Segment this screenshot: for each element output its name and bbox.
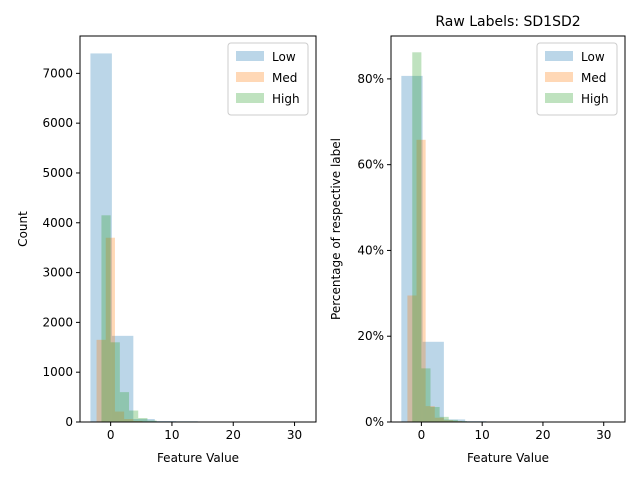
left-x-axis-label: Feature Value (157, 451, 239, 465)
right-y-tick-label: 60% (357, 158, 384, 172)
right-legend-swatch-high (545, 93, 573, 103)
right-x-tick-label: 0 (418, 428, 426, 442)
left-legend-swatch-med (236, 72, 264, 82)
left-legend-label-high: High (272, 92, 300, 106)
left-y-tick-label: 6000 (42, 116, 73, 130)
right-x-tick-label: 20 (535, 428, 550, 442)
left-legend-label-low: Low (272, 50, 296, 64)
right-legend-swatch-low (545, 51, 573, 61)
left-y-tick-label: 7000 (42, 66, 73, 80)
left-legend-label-med: Med (272, 71, 297, 85)
right-legend-label-low: Low (581, 50, 605, 64)
left-legend-swatch-high (236, 93, 264, 103)
left-legend: Low Med High (228, 43, 308, 115)
left-x-tick-label: 10 (164, 428, 179, 442)
right-y-tick-label: 40% (357, 243, 384, 257)
right-x-tick-label: 10 (475, 428, 490, 442)
right-legend-label-med: Med (581, 71, 606, 85)
right-bar-high-3 (440, 417, 449, 422)
right-y-tick-label: 0% (365, 415, 384, 429)
left-x-tick-label: 30 (287, 428, 302, 442)
left-y-tick-label: 2000 (42, 315, 73, 329)
left-y-tick-label: 5000 (42, 166, 73, 180)
right-x-axis-label: Feature Value (467, 451, 549, 465)
left-bar-high-4 (138, 418, 147, 422)
left-bar-high-3 (129, 411, 138, 422)
right-y-tick-label: 80% (357, 72, 384, 86)
right-bar-high-2 (431, 407, 440, 422)
left-bar-high-1 (111, 342, 120, 422)
left-x-tick-label: 0 (107, 428, 115, 442)
left-x-tick-label: 20 (226, 428, 241, 442)
right-x-tick-label: 30 (596, 428, 611, 442)
right-y-tick-label: 20% (357, 329, 384, 343)
right-bar-high-0 (412, 52, 421, 422)
left-y-tick-label: 1000 (42, 365, 73, 379)
right-bar-high-1 (421, 368, 430, 422)
right-legend-swatch-med (545, 72, 573, 82)
left-legend-swatch-low (236, 51, 264, 61)
left-bar-high-0 (101, 215, 110, 422)
left-y-tick-label: 3000 (42, 266, 73, 280)
right-legend: Low Med High (537, 43, 617, 115)
right-legend-label-high: High (581, 92, 609, 106)
right-title: Raw Labels: SD1SD2 (435, 14, 580, 30)
left-y-axis-label: Count (16, 211, 30, 247)
left-y-tick-label: 0 (65, 415, 73, 429)
left-y-tick-label: 4000 (42, 216, 73, 230)
left-bar-high-2 (120, 392, 129, 422)
right-y-axis-label: Percentage of respective label (329, 138, 343, 320)
